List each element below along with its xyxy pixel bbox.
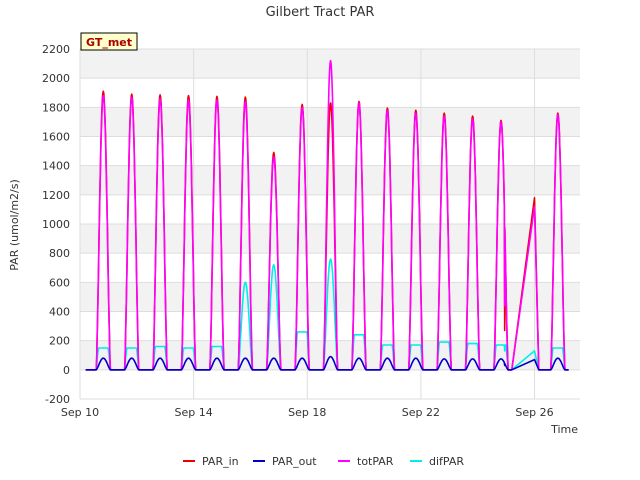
legend-label-par-out: PAR_out — [272, 455, 317, 468]
legend: PAR_in PAR_out totPAR difPAR — [183, 455, 464, 468]
gt-met-badge: GT_met — [80, 32, 138, 51]
plot-band — [80, 369, 580, 399]
y-axis-ticks: -200 0 200 400 600 800 1000 1200 1400 1600 1800 200… — [42, 43, 70, 406]
chart-title: Gilbert Tract PAR — [266, 5, 375, 20]
y-tick-label: 200 — [49, 335, 70, 348]
plot-band — [80, 165, 580, 195]
y-tick-label: 800 — [49, 247, 70, 260]
y-tick-label: -200 — [45, 393, 70, 406]
x-tick-label: Sep 18 — [288, 406, 326, 419]
legend-label-totpar: totPAR — [357, 455, 394, 468]
x-axis-ticks: Sep 10 Sep 14 Sep 18 Sep 22 Sep 26 — [61, 406, 554, 419]
plot-band — [80, 311, 580, 341]
gt-met-badge-label: GT_met — [86, 36, 132, 49]
y-tick-label: 1000 — [42, 218, 70, 231]
y-axis-label: PAR (umol/m2/s) — [8, 179, 21, 271]
x-tick-label: Sep 22 — [402, 406, 440, 419]
x-tick-label: Sep 26 — [515, 406, 553, 419]
legend-label-par-in: PAR_in — [202, 455, 239, 468]
series-par-out — [85, 355, 569, 371]
x-tick-label: Sep 14 — [175, 406, 213, 419]
y-tick-label: 400 — [49, 306, 70, 319]
plot-band — [80, 136, 580, 166]
y-tick-label: 1600 — [42, 131, 70, 144]
y-tick-label: 1400 — [42, 160, 70, 173]
x-tick-label: Sep 10 — [61, 406, 99, 419]
series-lines — [85, 59, 569, 371]
y-tick-label: 1200 — [42, 189, 70, 202]
gt-met-badge-box — [80, 32, 138, 51]
series-totpar — [85, 59, 569, 371]
legend-label-difpar: difPAR — [429, 455, 464, 468]
x-axis-label: Time — [550, 423, 578, 436]
y-tick-label: 1800 — [42, 101, 70, 114]
y-tick-label: 0 — [63, 364, 70, 377]
y-tick-label: 2000 — [42, 72, 70, 85]
y-tick-label: 600 — [49, 276, 70, 289]
y-tick-label: 2200 — [42, 43, 70, 56]
